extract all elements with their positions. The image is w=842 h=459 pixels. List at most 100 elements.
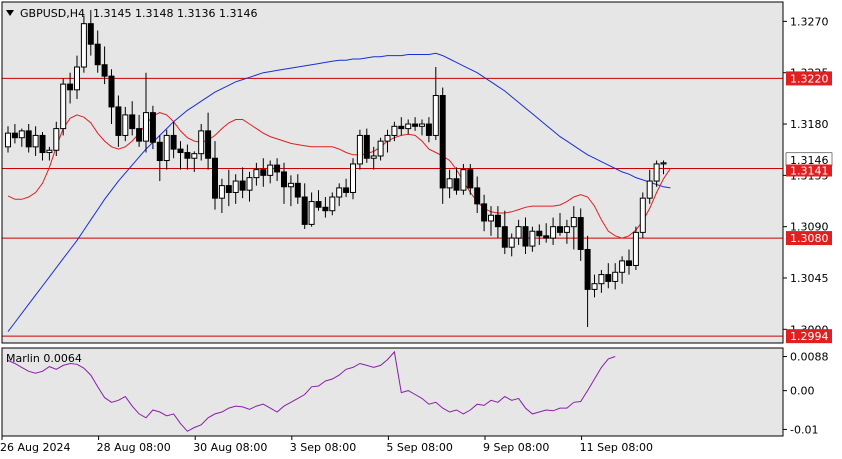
candle xyxy=(122,106,129,142)
candle-body xyxy=(363,134,370,159)
indicator-tick-label: -0.01 xyxy=(790,423,818,436)
candle xyxy=(205,112,212,170)
candle xyxy=(474,176,481,213)
candle xyxy=(294,174,301,204)
candle-body xyxy=(591,283,598,290)
candle-body xyxy=(87,23,94,45)
candle-body xyxy=(225,185,232,193)
candle xyxy=(39,132,46,161)
candle xyxy=(301,183,308,229)
price-axis: 1.32701.32251.31801.31351.30901.30451.30… xyxy=(783,15,833,344)
candle-body xyxy=(605,274,612,282)
candle-body xyxy=(149,112,156,143)
candle xyxy=(156,135,163,182)
candle xyxy=(557,212,563,236)
candle xyxy=(405,119,412,135)
candle xyxy=(101,46,108,85)
candle xyxy=(25,124,32,153)
candle-body xyxy=(515,226,522,239)
candle-body xyxy=(550,226,557,239)
symbol-label: GBPUSD,H4 xyxy=(20,7,85,20)
time-tick-label: 5 Sep 08:00 xyxy=(386,441,452,454)
level-price-label: 1.2994 xyxy=(790,330,829,343)
candle xyxy=(591,274,598,298)
candle-body xyxy=(501,226,508,248)
time-tick-label: 3 Sep 08:00 xyxy=(290,441,356,454)
candle-body xyxy=(494,214,501,228)
candle xyxy=(660,160,667,175)
candle xyxy=(287,175,294,207)
red-moving-average xyxy=(7,112,671,239)
candle xyxy=(370,146,377,170)
time-tick-label: 9 Sep 08:00 xyxy=(483,441,549,454)
price-tick-label: 1.3180 xyxy=(790,118,829,131)
candle-body xyxy=(653,163,660,182)
candle xyxy=(281,162,287,204)
candle-body xyxy=(412,123,419,127)
candle-body xyxy=(646,180,653,199)
candle-body xyxy=(350,163,356,193)
level-price-badge xyxy=(786,71,832,86)
candle xyxy=(149,105,156,150)
candle xyxy=(274,158,281,182)
candle xyxy=(529,226,536,252)
candle-body xyxy=(315,201,322,208)
candle xyxy=(522,217,529,255)
candle-body xyxy=(439,95,446,189)
indicator-axis: 0.0088 0.00 -0.01 xyxy=(783,351,829,436)
candle xyxy=(639,192,646,239)
candle xyxy=(322,197,329,218)
moving-averages xyxy=(7,52,671,332)
candle-body xyxy=(46,149,53,154)
candle-body xyxy=(467,169,474,189)
level-price-label: 1.3141 xyxy=(790,165,829,178)
candle xyxy=(67,72,74,104)
candle xyxy=(170,121,177,159)
candle xyxy=(577,208,584,261)
candlesticks xyxy=(5,9,667,328)
candle xyxy=(191,151,198,172)
candle-body xyxy=(232,180,239,193)
level-price-label: 1.3220 xyxy=(790,72,829,85)
candle xyxy=(425,117,432,143)
candle xyxy=(460,163,467,195)
candle-body xyxy=(563,226,570,233)
candle-body xyxy=(639,197,646,233)
candle-body xyxy=(419,123,425,127)
time-axis: 26 Aug 2024 28 Aug 08:00 30 Aug 08:00 3 Sep… xyxy=(0,436,653,454)
candle xyxy=(87,9,94,56)
candle xyxy=(239,167,246,199)
candle-body xyxy=(370,155,377,159)
candle-body xyxy=(115,106,122,136)
candle xyxy=(329,192,336,216)
candle-body xyxy=(294,182,301,198)
candle-body xyxy=(343,187,350,193)
candle-body xyxy=(39,134,46,154)
candle xyxy=(94,30,101,73)
candle-body xyxy=(94,43,101,66)
candle-body xyxy=(108,75,115,108)
candle xyxy=(570,206,577,250)
candle xyxy=(32,126,39,156)
candle xyxy=(363,128,370,163)
candle xyxy=(115,95,122,147)
candle xyxy=(584,235,591,328)
candle xyxy=(488,206,494,236)
dropdown-triangle-icon[interactable] xyxy=(6,10,14,16)
candle xyxy=(432,67,439,140)
candle-body xyxy=(425,123,432,136)
candle xyxy=(481,194,488,232)
candle xyxy=(246,171,253,202)
candle xyxy=(177,141,184,170)
candle-body xyxy=(508,237,515,248)
candle xyxy=(612,263,619,290)
candle xyxy=(60,78,67,136)
candle xyxy=(598,270,605,293)
candle-body xyxy=(74,66,80,91)
candle xyxy=(315,190,322,211)
candle-body xyxy=(239,180,246,191)
candle xyxy=(536,224,543,245)
candle xyxy=(391,121,398,142)
horizontal-levels xyxy=(2,77,783,337)
candle xyxy=(74,55,80,99)
